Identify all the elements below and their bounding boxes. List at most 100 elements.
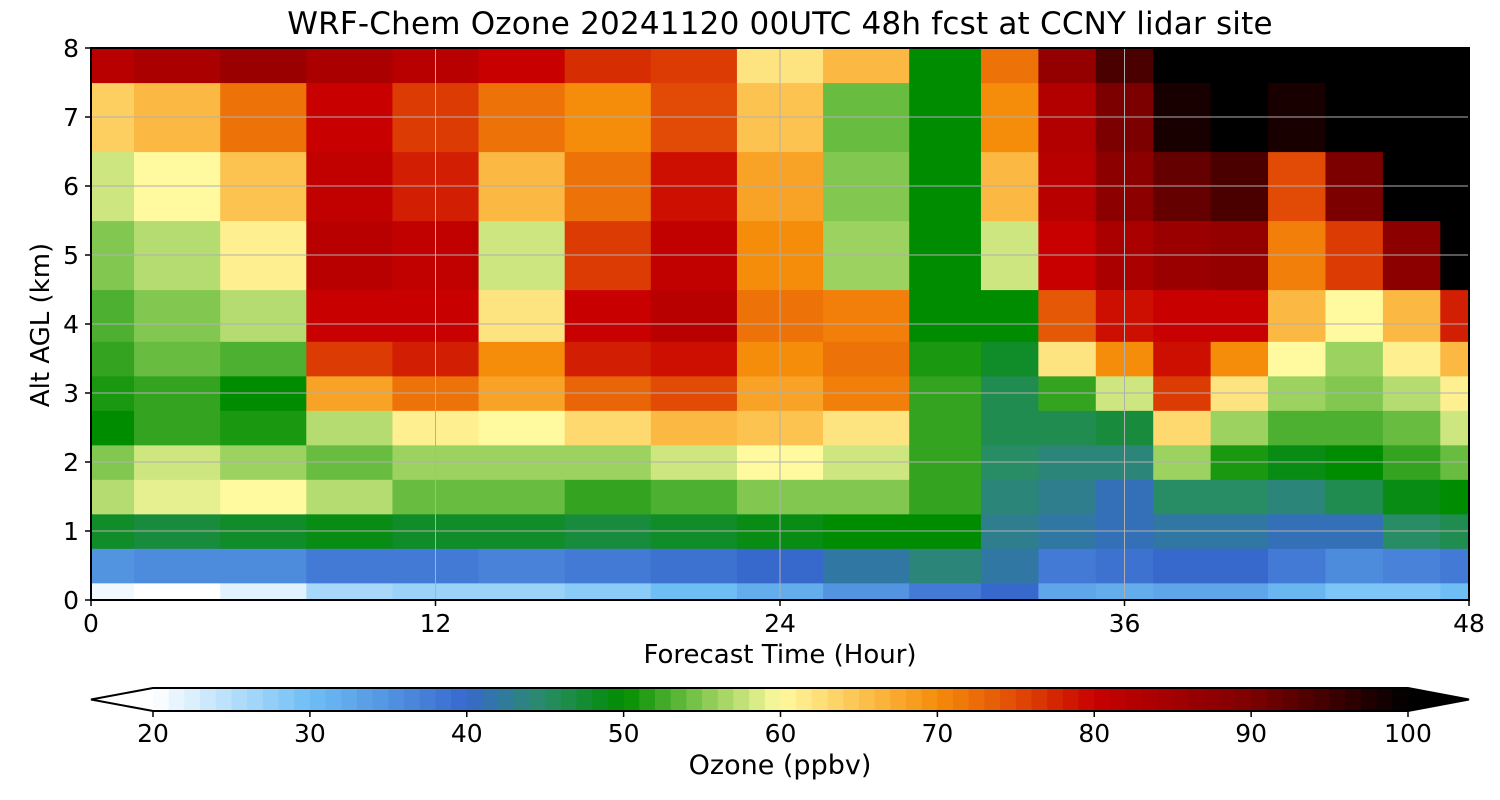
colorbar-segment	[309, 688, 327, 711]
heatmap-cell	[909, 289, 982, 342]
colorbar-segment	[404, 688, 421, 711]
heatmap-cell	[823, 548, 910, 584]
colorbar-segment	[717, 688, 734, 711]
heatmap-cell	[1268, 410, 1327, 446]
heatmap-cell	[650, 48, 738, 84]
heatmap-cell	[1440, 48, 1469, 84]
colorbar-segment	[1360, 688, 1378, 711]
heatmap-cell	[91, 479, 135, 515]
heatmap-cell	[478, 410, 566, 446]
colorbar-tick-label: 60	[765, 719, 797, 748]
colorbar-tick-label: 40	[451, 719, 483, 748]
colorbar-segment	[482, 688, 499, 711]
colorbar-segment	[200, 688, 217, 711]
heatmap-cell	[478, 289, 566, 342]
colorbar-segment	[498, 688, 515, 711]
colorbar-high-extend	[1408, 688, 1469, 711]
colorbar-segment	[529, 688, 546, 711]
colorbar-segment	[1219, 688, 1236, 711]
heatmap-cell	[220, 289, 307, 342]
heatmap-cell	[306, 289, 394, 342]
heatmap-cell	[1038, 582, 1097, 600]
colorbar-segment	[843, 688, 860, 711]
colorbar-segment	[1251, 688, 1268, 711]
heatmap-cell	[134, 582, 221, 600]
heatmap-cell	[1268, 48, 1327, 84]
heatmap-cell	[1038, 410, 1097, 446]
colorbar-segment	[1141, 688, 1158, 711]
heatmap-cell	[823, 582, 910, 600]
colorbar-segment	[1000, 688, 1017, 711]
colorbar-segment	[1047, 688, 1064, 711]
heatmap-cell	[1382, 548, 1441, 584]
heatmap-cell	[306, 410, 394, 446]
heatmap-cell	[1440, 479, 1469, 515]
colorbar-segment	[968, 688, 985, 711]
colorbar-segment	[1094, 688, 1111, 711]
heatmap-cell	[980, 582, 1039, 600]
colorbar-segment	[1376, 688, 1393, 711]
heatmap-cell	[909, 410, 982, 446]
colorbar-segment	[513, 688, 530, 711]
heatmap-cell	[909, 48, 982, 84]
colorbar-segment	[670, 688, 687, 711]
colorbar-low-extend	[91, 688, 153, 711]
heatmap-cell	[1210, 479, 1269, 515]
heatmap-cell	[1153, 289, 1212, 342]
colorbar-segment	[655, 688, 672, 711]
colorbar-segment	[576, 688, 593, 711]
heatmap-cell	[1440, 341, 1469, 377]
y-tick-label: 5	[63, 241, 79, 270]
heatmap-cell	[220, 548, 307, 584]
heatmap-cell	[564, 48, 652, 84]
heatmap-cell	[1038, 548, 1097, 584]
colorbar-segment	[686, 688, 703, 711]
heatmap-cell	[650, 582, 738, 600]
colorbar-segment	[1125, 688, 1142, 711]
heatmap-cell	[564, 582, 652, 600]
heatmap-cell	[1325, 341, 1384, 377]
heatmap-cell	[980, 48, 1039, 84]
heatmap-cell	[1038, 48, 1097, 84]
heatmap-cell	[1153, 582, 1212, 600]
heatmap-cell	[650, 410, 738, 446]
y-tick-label: 7	[63, 103, 79, 132]
heatmap-cell	[91, 548, 135, 584]
colorbar-segment	[1282, 688, 1299, 711]
heatmap-cell	[134, 341, 221, 377]
heatmap-cell	[220, 410, 307, 446]
heatmap-cell	[1153, 341, 1212, 377]
colorbar-segment	[545, 688, 562, 711]
heatmap-cell	[306, 48, 394, 84]
colorbar-segment	[1062, 688, 1080, 711]
colorbar-segment	[1235, 688, 1252, 711]
heatmap-cell	[823, 479, 910, 515]
heatmap-cell	[1210, 410, 1269, 446]
colorbar-segment	[1204, 688, 1221, 711]
heatmap-cell	[1382, 410, 1441, 446]
colorbar-segment	[1266, 688, 1283, 711]
heatmap-cell	[980, 289, 1039, 342]
heatmap-cell	[1382, 289, 1441, 342]
x-tick-label: 48	[1453, 609, 1485, 638]
colorbar-label: Ozone (ppbv)	[688, 750, 872, 781]
colorbar-segment	[294, 688, 311, 711]
heatmap-cell	[91, 289, 135, 342]
heatmap-cell	[564, 341, 652, 377]
heatmap-cell	[909, 582, 982, 600]
heatmap-cell	[220, 479, 307, 515]
colorbar-segment	[733, 688, 750, 711]
heatmap-cell	[478, 582, 566, 600]
colorbar-segment	[435, 688, 452, 711]
colorbar-tick-label: 70	[921, 719, 953, 748]
heatmap-cell	[564, 479, 652, 515]
heatmap-cell	[1440, 548, 1469, 584]
y-tick-label: 0	[63, 586, 79, 615]
heatmap-cell	[1268, 341, 1327, 377]
colorbar-segment	[780, 688, 797, 711]
colorbar-segment	[1172, 688, 1189, 711]
heatmap-cell	[1325, 582, 1384, 600]
colorbar-segment	[1329, 688, 1346, 711]
heatmap-cell	[564, 289, 652, 342]
